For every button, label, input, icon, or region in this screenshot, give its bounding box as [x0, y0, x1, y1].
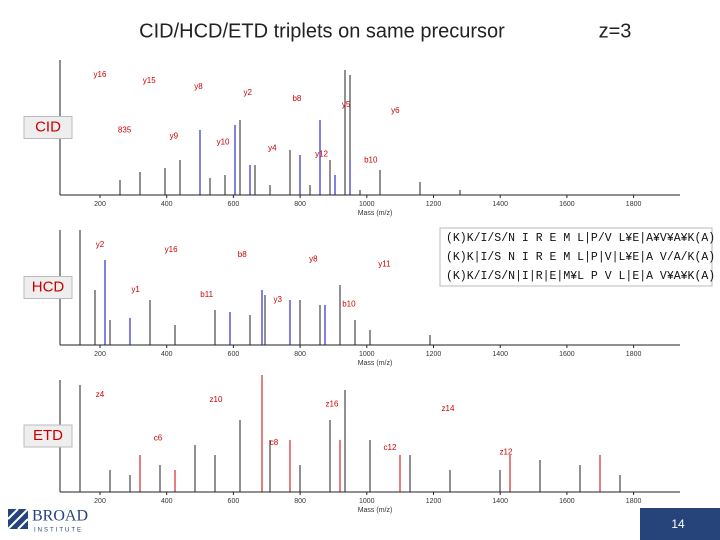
peaks — [79, 230, 431, 345]
ion-label: y9 — [170, 132, 179, 141]
ion-label: z12 — [500, 448, 513, 457]
peaks — [199, 120, 351, 195]
ion-label: y15 — [143, 76, 156, 85]
logo: BROAD INSTITUTE — [7, 508, 88, 534]
ion-label: y8 — [309, 255, 318, 264]
tick-label: 1000 — [359, 498, 375, 505]
peaks — [119, 70, 461, 195]
panel-label-box — [23, 116, 73, 139]
panel-label-box — [23, 424, 73, 448]
panel-label: CID — [35, 118, 61, 135]
ion-label: 835 — [118, 126, 132, 135]
ion-label: y16 — [165, 245, 178, 254]
x-label: Mass (m/z) — [358, 210, 393, 217]
ion-label: y11 — [378, 260, 391, 269]
tick-label: 600 — [228, 201, 240, 208]
tick-label: 1400 — [492, 498, 508, 505]
ion-label: y16 — [94, 70, 107, 79]
tick-label: 1200 — [426, 201, 442, 208]
ion-label: c8 — [270, 438, 279, 447]
tick-label: 800 — [294, 201, 306, 208]
ion-label: b11 — [200, 290, 213, 299]
panel-label: HCD — [32, 278, 65, 295]
ion-label: z4 — [96, 390, 105, 399]
ion-label: y8 — [194, 82, 203, 91]
ion-label: y2 — [243, 88, 252, 97]
panel-label-box — [23, 276, 73, 299]
tick-label: 200 — [94, 498, 106, 505]
ion-label: y6 — [391, 106, 400, 115]
peaks — [139, 375, 601, 492]
ion-label: y3 — [274, 295, 283, 304]
tick-label: 600 — [228, 498, 240, 505]
ion-label: b8 — [238, 250, 247, 259]
spectra — [79, 70, 621, 492]
tick-label: 200 — [94, 201, 106, 208]
ion-label: y1 — [131, 285, 140, 294]
logo-sub: INSTITUTE — [34, 528, 83, 534]
panel-label: ETD — [33, 427, 63, 444]
peaks — [79, 385, 621, 492]
peaks — [104, 260, 326, 345]
x-label: Mass (m/z) — [358, 360, 393, 367]
charge: z=3 — [599, 20, 632, 42]
ion-label: z14 — [442, 404, 455, 413]
footer-bar — [640, 508, 720, 540]
ion-label: c12 — [384, 443, 397, 452]
tick-label: 1400 — [492, 201, 508, 208]
logo-text: BROAD — [32, 508, 88, 525]
tick-label: 200 — [94, 351, 106, 358]
logo-mark — [7, 508, 29, 530]
tick-label: 1000 — [359, 201, 375, 208]
tick-label: 1600 — [559, 498, 575, 505]
tick-label: 1800 — [626, 201, 642, 208]
tick-label: 1600 — [559, 351, 575, 358]
tick-label: 1800 — [626, 351, 642, 358]
tick-label: 1200 — [426, 351, 442, 358]
ion-label: b10 — [342, 300, 356, 309]
ion-label: c6 — [154, 433, 163, 442]
tick-label: 1000 — [359, 351, 375, 358]
ion-label: y12 — [315, 150, 328, 159]
ion-label: y5 — [342, 100, 351, 109]
sequence: (K)K/I/S/N|I|R|E|M¥L P V L|E|A V¥A¥K(A) — [446, 270, 715, 283]
page-number: 14 — [671, 517, 685, 531]
sequence: (K)K/I/S/N I R E M L|P/V L¥E|A¥V¥A¥K(A) — [446, 232, 715, 245]
ion-label: b10 — [364, 156, 378, 165]
ion-label: b8 — [292, 94, 301, 103]
ion-label: z10 — [210, 395, 223, 404]
tick-label: 800 — [294, 498, 306, 505]
tick-label: 1800 — [626, 498, 642, 505]
tick-label: 800 — [294, 351, 306, 358]
ion-label: y4 — [268, 144, 277, 153]
tick-label: 1400 — [492, 351, 508, 358]
tick-label: 1200 — [426, 498, 442, 505]
x-label: Mass (m/z) — [358, 507, 393, 514]
sequence-box — [439, 227, 713, 287]
tick-label: 400 — [161, 498, 173, 505]
title: CID/HCD/ETD triplets on same precursor — [139, 20, 505, 42]
tick-label: 600 — [228, 351, 240, 358]
tick-label: 1600 — [559, 201, 575, 208]
ion-label: y2 — [96, 240, 105, 249]
tick-label: 400 — [161, 351, 173, 358]
ion-label: y10 — [217, 138, 230, 147]
sequence: (K)K|I/S N I R E M L|P|V|L¥E|A V/A/K(A) — [446, 251, 715, 264]
tick-label: 400 — [161, 201, 173, 208]
ion-label: z16 — [326, 399, 339, 408]
